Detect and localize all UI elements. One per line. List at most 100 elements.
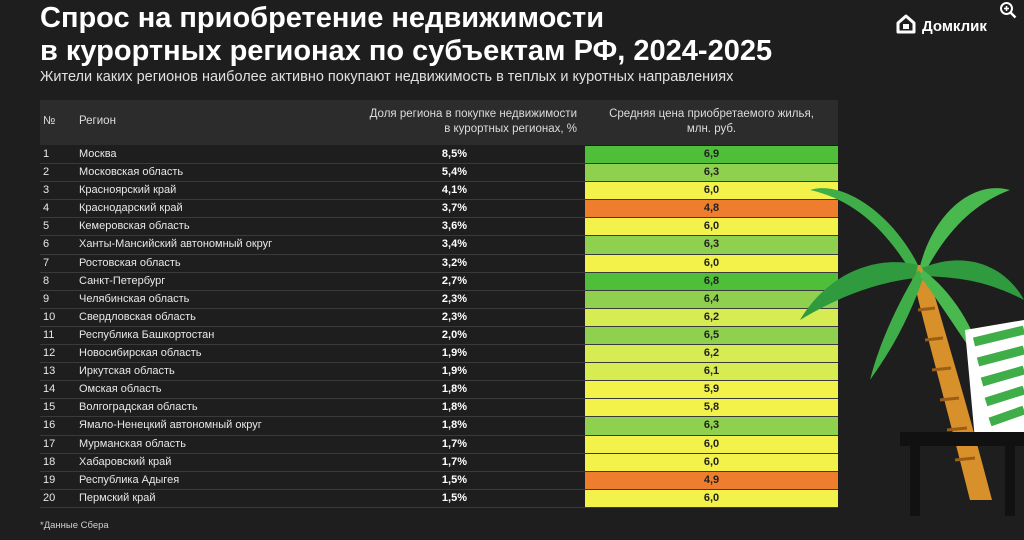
cell-price: 6,9	[585, 146, 838, 164]
table-row: 11 Республика Башкортостан 2,0% 6,5	[40, 326, 838, 346]
cell-region: Красноярский край	[79, 184, 177, 197]
cell-number: 14	[43, 383, 56, 396]
cell-number: 8	[43, 274, 50, 287]
table-row: 18 Хабаровский край 1,7% 6,0	[40, 453, 838, 472]
cell-number: 12	[43, 347, 56, 360]
cell-number: 9	[43, 292, 50, 305]
table-row: 14 Омская область 1,8% 5,9	[40, 381, 838, 400]
table-body: 1 Москва 8,5% 6,9 2 Московская область 5,4% 6,3…	[40, 146, 838, 508]
cell-price: 6,0	[585, 254, 838, 272]
cell-number: 13	[43, 365, 56, 378]
cell-region: Ямало-Ненецкий автономный округ	[79, 419, 262, 432]
cell-price: 4,9	[585, 471, 838, 489]
cell-share: 1,5%	[441, 491, 467, 504]
cell-number: 7	[43, 256, 50, 269]
table-row: 4 Краснодарский край 3,7% 4,8	[40, 200, 838, 219]
cell-share: 5,4%	[441, 166, 467, 179]
page-title: Спрос на приобретение недвижимости в кур…	[40, 2, 772, 68]
cell-region: Иркутская область	[79, 365, 175, 378]
cell-number: 1	[43, 148, 50, 160]
cell-number: 10	[43, 310, 56, 323]
cell-price: 6,0	[585, 435, 838, 453]
cell-share: 3,2%	[441, 256, 467, 269]
table-row: 1 Москва 8,5% 6,9	[40, 146, 838, 165]
header-region: Регион	[79, 115, 116, 127]
cell-price: 6,0	[585, 453, 838, 471]
header-price: Средняя цена приобретаемого жилья, млн. …	[585, 107, 838, 137]
cell-region: Краснодарский край	[79, 202, 183, 215]
cell-region: Москва	[79, 148, 117, 160]
zoom-in-button[interactable]	[996, 0, 1020, 24]
cell-price: 6,1	[585, 363, 838, 381]
cell-price: 5,8	[585, 399, 838, 417]
table-row: 2 Московская область 5,4% 6,3	[40, 164, 838, 183]
cell-region: Волгоградская область	[79, 401, 198, 414]
table-row: 10 Свердловская область 2,3% 6,2	[40, 308, 838, 327]
table-row: 8 Санкт-Петербург 2,7% 6,8	[40, 272, 838, 291]
cell-share: 1,8%	[441, 419, 467, 432]
header-number: №	[43, 115, 56, 127]
cell-region: Новосибирская область	[79, 347, 202, 360]
logo-text: Домклик	[922, 17, 987, 35]
table-row: 6 Ханты-Мансийский автономный округ 3,4% 6,…	[40, 236, 838, 255]
beach-illustration	[800, 188, 1024, 516]
table-row: 19 Республика Адыгея 1,5% 4,9	[40, 471, 838, 490]
header-price-line-2: млн. руб.	[686, 123, 737, 135]
cell-price: 6,0	[585, 218, 838, 236]
cell-share: 1,8%	[441, 383, 467, 396]
cell-price: 6,3	[585, 417, 838, 435]
cell-region: Пермский край	[79, 491, 156, 504]
cell-share: 2,3%	[441, 292, 467, 305]
cell-share: 1,7%	[441, 455, 467, 468]
cell-number: 2	[43, 166, 50, 179]
cell-share: 1,8%	[441, 401, 467, 414]
source-footnote: *Данные Сбера	[40, 520, 109, 531]
cell-share: 4,1%	[441, 184, 467, 197]
cell-number: 20	[43, 491, 56, 504]
cell-share: 1,9%	[441, 365, 467, 378]
cell-number: 11	[43, 328, 55, 341]
cell-region: Хабаровский край	[79, 455, 172, 468]
table-row: 5 Кемеровская область 3,6% 6,0	[40, 218, 838, 237]
title-line-2: в курортных регионах по субъектам РФ, 20…	[40, 35, 773, 67]
domclick-logo: Домклик	[895, 13, 987, 39]
cell-price: 6,5	[585, 326, 838, 345]
header-share-line-1: Доля региона в покупке недвижимости	[369, 108, 577, 120]
table-row: 17 Мурманская область 1,7% 6,0	[40, 435, 838, 454]
cell-number: 17	[43, 437, 56, 450]
cell-share: 8,5%	[441, 148, 467, 160]
cell-share: 3,7%	[441, 202, 467, 215]
table-row: 16 Ямало-Ненецкий автономный округ 1,8% 6,3	[40, 417, 838, 436]
cell-number: 5	[43, 220, 50, 233]
cell-region: Свердловская область	[79, 310, 196, 323]
cell-number: 19	[43, 473, 56, 486]
cell-number: 4	[43, 202, 50, 215]
beach-chair-icon	[900, 320, 1024, 516]
cell-number: 3	[43, 184, 50, 197]
cell-region: Ростовская область	[79, 256, 181, 269]
cell-number: 18	[43, 455, 56, 468]
table-row: 13 Иркутская область 1,9% 6,1	[40, 363, 838, 382]
cell-price: 6,2	[585, 345, 838, 363]
cell-price: 6,0	[585, 182, 838, 200]
cell-share: 2,7%	[441, 274, 467, 287]
cell-share: 3,4%	[441, 238, 467, 251]
cell-region: Мурманская область	[79, 437, 186, 450]
table-row: 9 Челябинская область 2,3% 6,4	[40, 290, 838, 309]
table-row: 7 Ростовская область 3,2% 6,0	[40, 254, 838, 273]
palm-tree-icon	[800, 188, 1024, 500]
cell-price: 6,3	[585, 164, 838, 182]
table-row: 15 Волгоградская область 1,8% 5,8	[40, 399, 838, 418]
cell-region: Московская область	[79, 166, 184, 179]
table-row: 20 Пермский край 1,5% 6,0	[40, 489, 838, 508]
cell-price: 6,4	[585, 290, 838, 308]
cell-price: 4,8	[585, 200, 838, 218]
domclick-logo-icon	[895, 13, 917, 39]
cell-price: 6,0	[585, 489, 838, 507]
cell-share: 2,3%	[441, 310, 467, 323]
cell-region: Республика Адыгея	[79, 473, 180, 486]
cell-number: 6	[43, 238, 50, 251]
page-subtitle: Жители каких регионов наиболее активно п…	[40, 69, 734, 85]
cell-number: 15	[43, 401, 56, 414]
zoom-in-icon	[999, 1, 1017, 24]
